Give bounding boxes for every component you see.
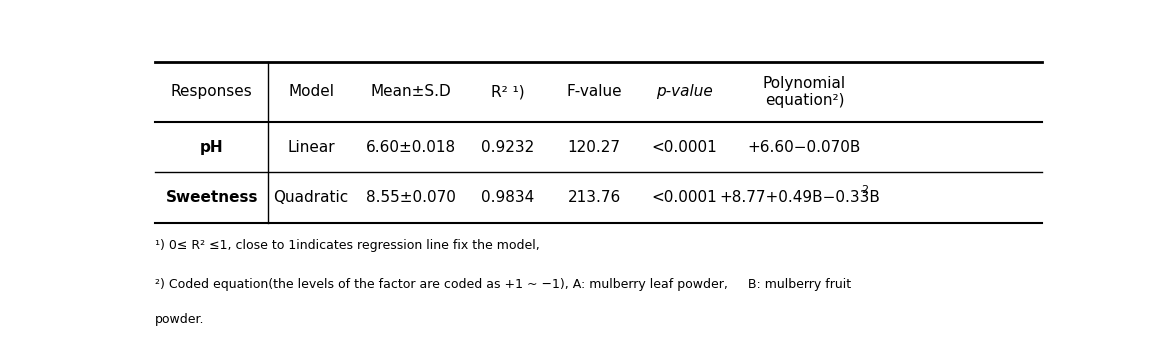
Text: +6.60−0.070B: +6.60−0.070B: [748, 140, 861, 155]
Text: Quadratic: Quadratic: [273, 190, 349, 205]
Text: 2: 2: [862, 185, 869, 195]
Text: pH: pH: [200, 140, 223, 155]
Text: 213.76: 213.76: [568, 190, 620, 205]
Text: Model: Model: [288, 84, 334, 99]
Text: <0.0001: <0.0001: [652, 140, 717, 155]
Text: F-value: F-value: [566, 84, 621, 99]
Text: 0.9834: 0.9834: [481, 190, 535, 205]
Text: Linear: Linear: [287, 140, 335, 155]
Text: <0.0001: <0.0001: [652, 190, 717, 205]
Text: ²) Coded equation(the levels of the factor are coded as +1 ~ −1), A: mulberry le: ²) Coded equation(the levels of the fact…: [155, 278, 851, 291]
Text: Sweetness: Sweetness: [166, 190, 258, 205]
Text: Responses: Responses: [171, 84, 252, 99]
Text: 8.55±0.070: 8.55±0.070: [366, 190, 456, 205]
Text: 0.9232: 0.9232: [481, 140, 535, 155]
Text: Mean±S.D: Mean±S.D: [370, 84, 451, 99]
Text: Polynomial
equation²): Polynomial equation²): [763, 76, 846, 108]
Text: 6.60±0.018: 6.60±0.018: [366, 140, 456, 155]
Text: R² ¹): R² ¹): [492, 84, 524, 99]
Text: p-value: p-value: [656, 84, 712, 99]
Text: ¹) 0≤ R² ≤1, close to 1indicates regression line fix the model,: ¹) 0≤ R² ≤1, close to 1indicates regress…: [155, 239, 540, 252]
Text: powder.: powder.: [155, 313, 204, 326]
Text: +8.77+0.49B−0.33B: +8.77+0.49B−0.33B: [719, 190, 881, 205]
Text: 120.27: 120.27: [568, 140, 620, 155]
